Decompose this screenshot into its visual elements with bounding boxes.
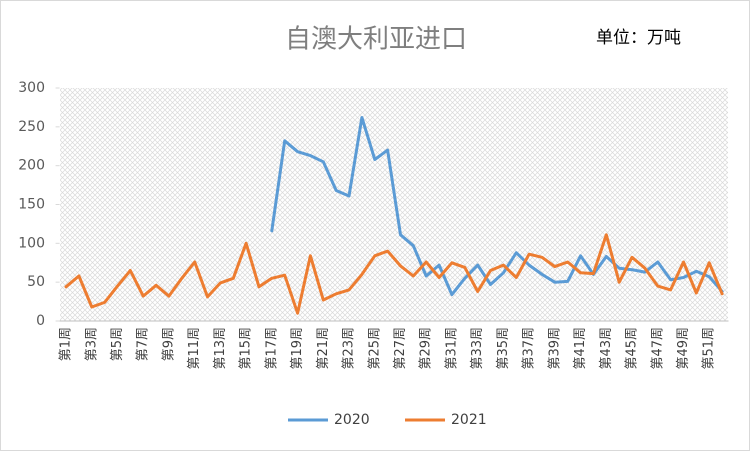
x-tick-label: 第5周 xyxy=(110,327,125,361)
unit-label: 单位：万吨 xyxy=(596,28,681,48)
x-tick-label: 第7周 xyxy=(136,327,151,361)
x-tick-label: 第9周 xyxy=(161,327,176,361)
series-line xyxy=(64,233,724,315)
x-tick-label: 第33周 xyxy=(470,327,485,370)
x-tick-label: 第11周 xyxy=(187,327,202,370)
x-tick-label: 第31周 xyxy=(444,327,459,370)
x-tick-label: 第13周 xyxy=(213,327,228,370)
x-tick-label: 第23周 xyxy=(342,327,357,370)
y-tick-label: 250 xyxy=(18,119,45,135)
x-tick-label: 第27周 xyxy=(393,327,408,370)
x-tick-label: 第51周 xyxy=(702,327,717,370)
x-tick-label: 第47周 xyxy=(650,327,665,370)
x-tick-label: 第43周 xyxy=(599,327,614,370)
x-tick-label: 第35周 xyxy=(496,327,511,370)
x-tick-label: 第39周 xyxy=(547,327,562,370)
x-tick-label: 第29周 xyxy=(419,327,434,370)
plot-area xyxy=(60,88,728,321)
y-tick-label: 100 xyxy=(18,235,45,251)
x-tick-label: 第17周 xyxy=(264,327,279,370)
x-tick-label: 第37周 xyxy=(522,327,537,370)
y-tick-label: 200 xyxy=(18,158,45,174)
y-tick-label: 50 xyxy=(27,274,45,290)
x-tick-label: 第15周 xyxy=(239,327,254,370)
legend-label: 2020 xyxy=(334,412,370,428)
x-tick-label: 第41周 xyxy=(573,327,588,370)
y-tick-label: 300 xyxy=(18,80,45,96)
x-tick-label: 第21周 xyxy=(316,327,331,370)
x-tick-label: 第19周 xyxy=(290,327,305,370)
x-tick-label: 第3周 xyxy=(84,327,99,361)
x-tick-label: 第1周 xyxy=(59,327,74,361)
y-tick-label: 0 xyxy=(36,313,45,329)
x-tick-label: 第49周 xyxy=(676,327,691,370)
legend-label: 2021 xyxy=(451,412,487,428)
x-tick-label: 第45周 xyxy=(625,327,640,370)
y-tick-label: 150 xyxy=(18,197,45,213)
x-tick-label: 第25周 xyxy=(367,327,382,370)
chart-title: 自澳大利亚进口 xyxy=(285,25,467,55)
